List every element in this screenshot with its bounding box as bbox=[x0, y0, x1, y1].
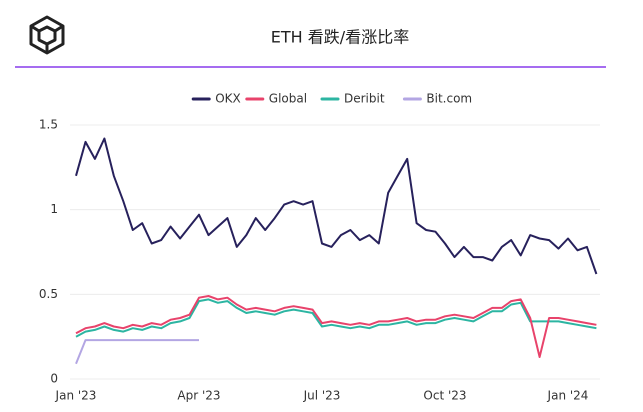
x-tick-label: Oct '23 bbox=[423, 389, 466, 403]
series-line bbox=[75, 298, 597, 338]
y-tick-label: 0 bbox=[50, 372, 58, 386]
x-tick-label: Apr '23 bbox=[177, 389, 220, 403]
y-tick-label: 1 bbox=[50, 202, 58, 216]
y-tick-label: 1.5 bbox=[39, 118, 58, 132]
series-line bbox=[75, 295, 597, 358]
chart-title: ETH 看跌/看涨比率 bbox=[271, 28, 409, 47]
series-line bbox=[75, 137, 598, 275]
x-tick-label: Jul '23 bbox=[303, 389, 341, 403]
series-line bbox=[75, 339, 199, 365]
legend-label: Global bbox=[269, 92, 307, 106]
x-tick-label: Jan '23 bbox=[55, 389, 97, 403]
legend-label: OKX bbox=[215, 92, 241, 106]
legend-label: Bit.com bbox=[426, 92, 472, 106]
logo bbox=[29, 15, 65, 55]
x-tick-label: Jan '24 bbox=[547, 389, 589, 403]
y-tick-label: 0.5 bbox=[39, 287, 58, 301]
legend-label: Deribit bbox=[344, 92, 385, 106]
